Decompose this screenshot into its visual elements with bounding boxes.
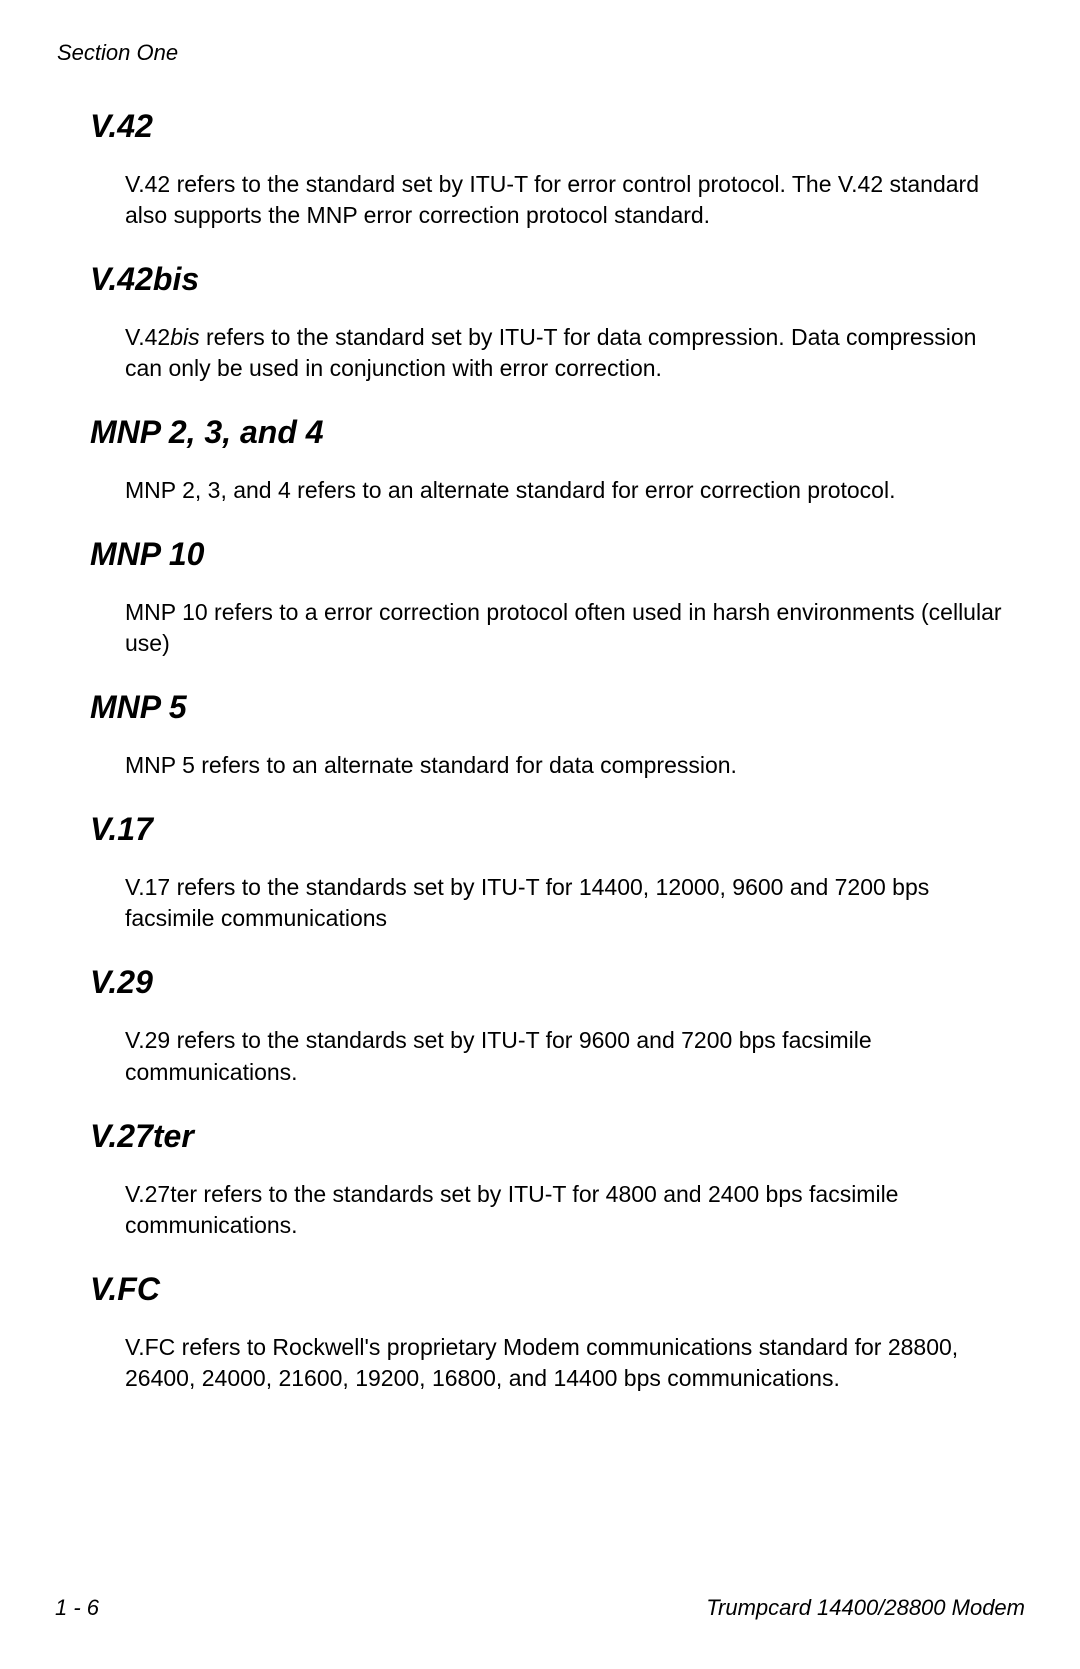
section-heading: V.29	[55, 964, 1025, 1001]
section: V.27ter V.27ter refers to the standards …	[55, 1118, 1025, 1241]
section-heading: V.FC	[55, 1271, 1025, 1308]
section: MNP 5 MNP 5 refers to an alternate stand…	[55, 689, 1025, 781]
section: MNP 2, 3, and 4 MNP 2, 3, and 4 refers t…	[55, 414, 1025, 506]
section-body: V.27ter refers to the standards set by I…	[55, 1179, 1025, 1241]
section-heading: MNP 5	[55, 689, 1025, 726]
section: V.42bis V.42bis refers to the standard s…	[55, 261, 1025, 384]
section-heading: V.42bis	[55, 261, 1025, 298]
section-label: Section One	[57, 40, 178, 65]
section: V.42 V.42 refers to the standard set by …	[55, 108, 1025, 231]
section-body: V.FC refers to Rockwell's proprietary Mo…	[55, 1332, 1025, 1394]
section-heading: V.17	[55, 811, 1025, 848]
page-header: Section One	[55, 40, 1025, 66]
product-name: Trumpcard 14400/28800 Modem	[706, 1595, 1025, 1621]
section-heading: V.27ter	[55, 1118, 1025, 1155]
page-number: 1 - 6	[55, 1595, 99, 1621]
section-body: MNP 5 refers to an alternate standard fo…	[55, 750, 1025, 781]
section: V.FC V.FC refers to Rockwell's proprieta…	[55, 1271, 1025, 1394]
page-footer: 1 - 6 Trumpcard 14400/28800 Modem	[55, 1595, 1025, 1621]
section-body: MNP 10 refers to a error correction prot…	[55, 597, 1025, 659]
section-body: V.42bis refers to the standard set by IT…	[55, 322, 1025, 384]
section-heading: MNP 2, 3, and 4	[55, 414, 1025, 451]
section-heading: MNP 10	[55, 536, 1025, 573]
content-area: V.42 V.42 refers to the standard set by …	[55, 108, 1025, 1394]
section: V.29 V.29 refers to the standards set by…	[55, 964, 1025, 1087]
section-body: MNP 2, 3, and 4 refers to an alternate s…	[55, 475, 1025, 506]
section-body: V.17 refers to the standards set by ITU-…	[55, 872, 1025, 934]
section-body: V.29 refers to the standards set by ITU-…	[55, 1025, 1025, 1087]
section: MNP 10 MNP 10 refers to a error correcti…	[55, 536, 1025, 659]
section: V.17 V.17 refers to the standards set by…	[55, 811, 1025, 934]
section-body: V.42 refers to the standard set by ITU-T…	[55, 169, 1025, 231]
section-heading: V.42	[55, 108, 1025, 145]
